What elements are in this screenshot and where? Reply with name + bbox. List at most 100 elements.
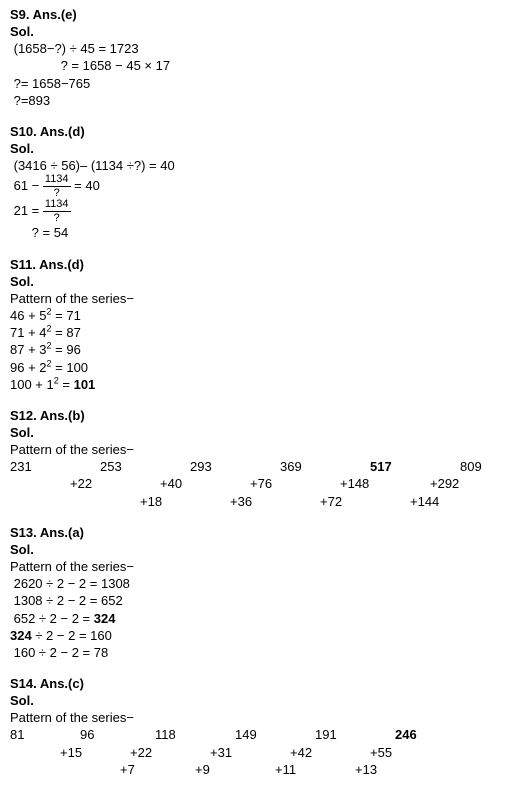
solution-s10: S10. Ans.(d) Sol. (3416 ÷ 56)– (1134 ÷?)… bbox=[10, 123, 521, 242]
series-cell bbox=[50, 458, 100, 475]
series-cell bbox=[435, 761, 475, 778]
series-cell: +22 bbox=[130, 744, 175, 761]
fraction: 1134? bbox=[43, 199, 71, 224]
s9-line4: ?=893 bbox=[10, 92, 521, 109]
s11-title: S11. Ans.(d) bbox=[10, 256, 521, 273]
series-cell bbox=[320, 458, 370, 475]
s11-l1: 46 + 52 = 71 bbox=[10, 307, 521, 324]
s13-l3: 652 ÷ 2 − 2 = 324 bbox=[10, 610, 521, 627]
series-cell bbox=[335, 744, 370, 761]
s13-l2: 1308 ÷ 2 − 2 = 652 bbox=[10, 592, 521, 609]
series-cell bbox=[190, 726, 235, 743]
series-cell bbox=[30, 475, 70, 492]
s11-l3: 87 + 32 = 96 bbox=[10, 341, 521, 358]
s9-sol: Sol. bbox=[10, 23, 521, 40]
solution-s12: S12. Ans.(b) Sol. Pattern of the series−… bbox=[10, 407, 521, 510]
series-cell bbox=[230, 761, 275, 778]
s13-l5: 160 ÷ 2 − 2 = 78 bbox=[10, 644, 521, 661]
series-row: +18+36+72+144 bbox=[10, 493, 521, 510]
s9-line2: ? = 1658 − 45 × 17 bbox=[10, 57, 521, 74]
series-cell bbox=[360, 493, 410, 510]
series-row: +15 +22 +31 +42 +55 bbox=[10, 744, 521, 761]
series-cell: +40 bbox=[160, 475, 210, 492]
series-cell: +292 bbox=[430, 475, 480, 492]
s12-series-grid: 231253293369517809+22+40+76+148+292+18+3… bbox=[10, 458, 521, 509]
series-cell bbox=[175, 744, 210, 761]
series-cell bbox=[80, 761, 120, 778]
s11-pattern: Pattern of the series− bbox=[10, 290, 521, 307]
s11-l4: 96 + 22 = 100 bbox=[10, 359, 521, 376]
series-cell bbox=[100, 744, 130, 761]
series-cell: +76 bbox=[250, 475, 300, 492]
series-cell: 96 bbox=[80, 726, 110, 743]
series-cell bbox=[310, 761, 355, 778]
series-cell: +148 bbox=[340, 475, 390, 492]
s14-sol: Sol. bbox=[10, 692, 521, 709]
s13-sol: Sol. bbox=[10, 541, 521, 558]
series-cell bbox=[390, 761, 435, 778]
s10-line2b: = 40 bbox=[71, 178, 100, 193]
s13-pattern: Pattern of the series− bbox=[10, 558, 521, 575]
s13-l4: 324 ÷ 2 − 2 = 160 bbox=[10, 627, 521, 644]
series-row: +22+40+76+148+292 bbox=[10, 475, 521, 492]
series-cell: +42 bbox=[290, 744, 335, 761]
fraction: 1134? bbox=[43, 174, 71, 199]
series-cell: +31 bbox=[210, 744, 255, 761]
series-row: 81 96 118 149 191 246 bbox=[10, 726, 521, 743]
s11-l5: 100 + 12 = 101 bbox=[10, 376, 521, 393]
series-cell: 369 bbox=[280, 458, 320, 475]
series-cell: 191 bbox=[315, 726, 350, 743]
s10-title: S10. Ans.(d) bbox=[10, 123, 521, 140]
series-cell: 81 bbox=[10, 726, 40, 743]
series-cell bbox=[410, 458, 460, 475]
series-cell: +9 bbox=[195, 761, 230, 778]
series-cell: +11 bbox=[275, 761, 310, 778]
s9-title: S9. Ans.(e) bbox=[10, 6, 521, 23]
s11-sol: Sol. bbox=[10, 273, 521, 290]
series-cell bbox=[50, 761, 80, 778]
s11-l2: 71 + 42 = 87 bbox=[10, 324, 521, 341]
solution-s9: S9. Ans.(e) Sol. (1658−?) ÷ 45 = 1723 ? … bbox=[10, 6, 521, 109]
series-cell: 118 bbox=[155, 726, 190, 743]
series-cell bbox=[110, 726, 155, 743]
solution-s11: S11. Ans.(d) Sol. Pattern of the series−… bbox=[10, 256, 521, 393]
series-cell bbox=[390, 475, 430, 492]
series-cell bbox=[415, 744, 455, 761]
s10-line4: ? = 54 bbox=[10, 224, 521, 241]
series-cell bbox=[350, 726, 395, 743]
s14-title: S14. Ans.(c) bbox=[10, 675, 521, 692]
series-cell: +15 bbox=[60, 744, 100, 761]
series-cell: +72 bbox=[320, 493, 360, 510]
series-cell bbox=[40, 726, 80, 743]
s12-pattern: Pattern of the series− bbox=[10, 441, 521, 458]
series-row: +7+9+11+13 bbox=[10, 761, 521, 778]
series-cell: 149 bbox=[235, 726, 270, 743]
series-cell bbox=[300, 475, 340, 492]
s13-l1: 2620 ÷ 2 − 2 = 1308 bbox=[10, 575, 521, 592]
series-cell: 809 bbox=[460, 458, 500, 475]
series-cell: +18 bbox=[140, 493, 180, 510]
series-cell: 293 bbox=[190, 458, 230, 475]
series-cell bbox=[270, 493, 320, 510]
series-cell: +36 bbox=[230, 493, 270, 510]
s9-line3: ?= 1658−765 bbox=[10, 75, 521, 92]
series-cell: 253 bbox=[100, 458, 140, 475]
series-cell bbox=[30, 744, 60, 761]
series-cell bbox=[150, 761, 195, 778]
s10-line3: 21 = 1134? bbox=[10, 199, 521, 224]
series-cell: 246 bbox=[395, 726, 435, 743]
series-cell bbox=[180, 493, 230, 510]
s10-line2: 61 − 1134? = 40 bbox=[10, 174, 521, 199]
series-cell bbox=[450, 493, 500, 510]
series-cell bbox=[210, 475, 250, 492]
s13-title: S13. Ans.(a) bbox=[10, 524, 521, 541]
solution-s14: S14. Ans.(c) Sol. Pattern of the series−… bbox=[10, 675, 521, 778]
series-cell bbox=[120, 475, 160, 492]
solution-s13: S13. Ans.(a) Sol. Pattern of the series−… bbox=[10, 524, 521, 661]
series-cell: +13 bbox=[355, 761, 390, 778]
series-cell: +55 bbox=[370, 744, 415, 761]
s10-line3a: 21 = bbox=[10, 203, 43, 218]
s9-line1: (1658−?) ÷ 45 = 1723 bbox=[10, 40, 521, 57]
series-cell bbox=[255, 744, 290, 761]
series-row: 231253293369517809 bbox=[10, 458, 521, 475]
